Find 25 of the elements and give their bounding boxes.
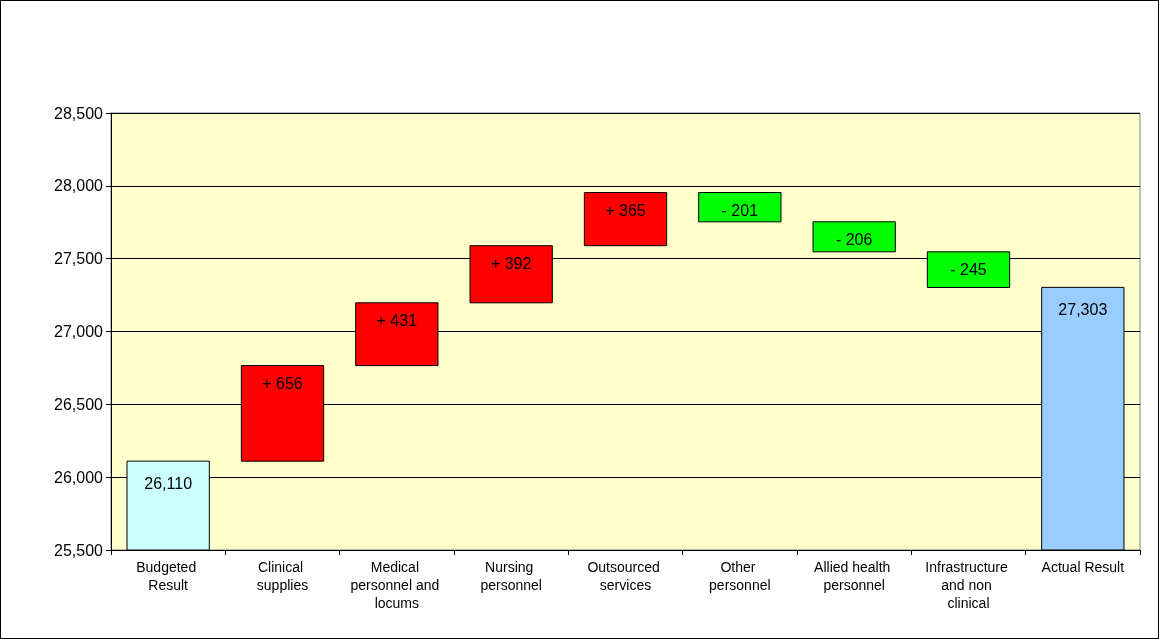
x-tick-label: Actual Result — [1041, 559, 1125, 575]
x-tick-label: Clinical supplies — [256, 559, 309, 593]
x-tick-label: Outsourced services — [587, 559, 664, 593]
x-tick-label: Other personnel — [709, 559, 771, 593]
x-tick-label: Medical personnel and locums — [350, 559, 444, 611]
data-label: + 365 — [605, 202, 646, 220]
x-tick-label: Infrastructure and non clinical — [925, 559, 1012, 611]
data-label: 26,110 — [144, 474, 193, 492]
y-tick-label: 27,000 — [54, 323, 104, 340]
x-tick-label: Nursing personnel — [480, 559, 542, 593]
data-label: + 392 — [490, 255, 532, 273]
data-label: - 201 — [721, 202, 759, 220]
y-tick-label: 26,500 — [54, 395, 104, 413]
data-label: 27,303 — [1058, 300, 1108, 318]
y-tick-label: 28,500 — [54, 104, 104, 122]
data-label: - 206 — [835, 231, 873, 249]
y-tick-label: 26,000 — [54, 468, 104, 486]
y-tick-label: 25,500 — [54, 541, 104, 559]
y-tick-label: 27,500 — [54, 250, 104, 268]
data-label: - 245 — [950, 261, 987, 279]
x-tick-label: Budgeted Result — [136, 559, 201, 593]
data-label: + 656 — [262, 375, 303, 393]
y-tick-label: 28,000 — [54, 177, 104, 195]
x-tick-label: Allied health personnel — [814, 559, 895, 593]
data-label: + 431 — [376, 312, 418, 330]
